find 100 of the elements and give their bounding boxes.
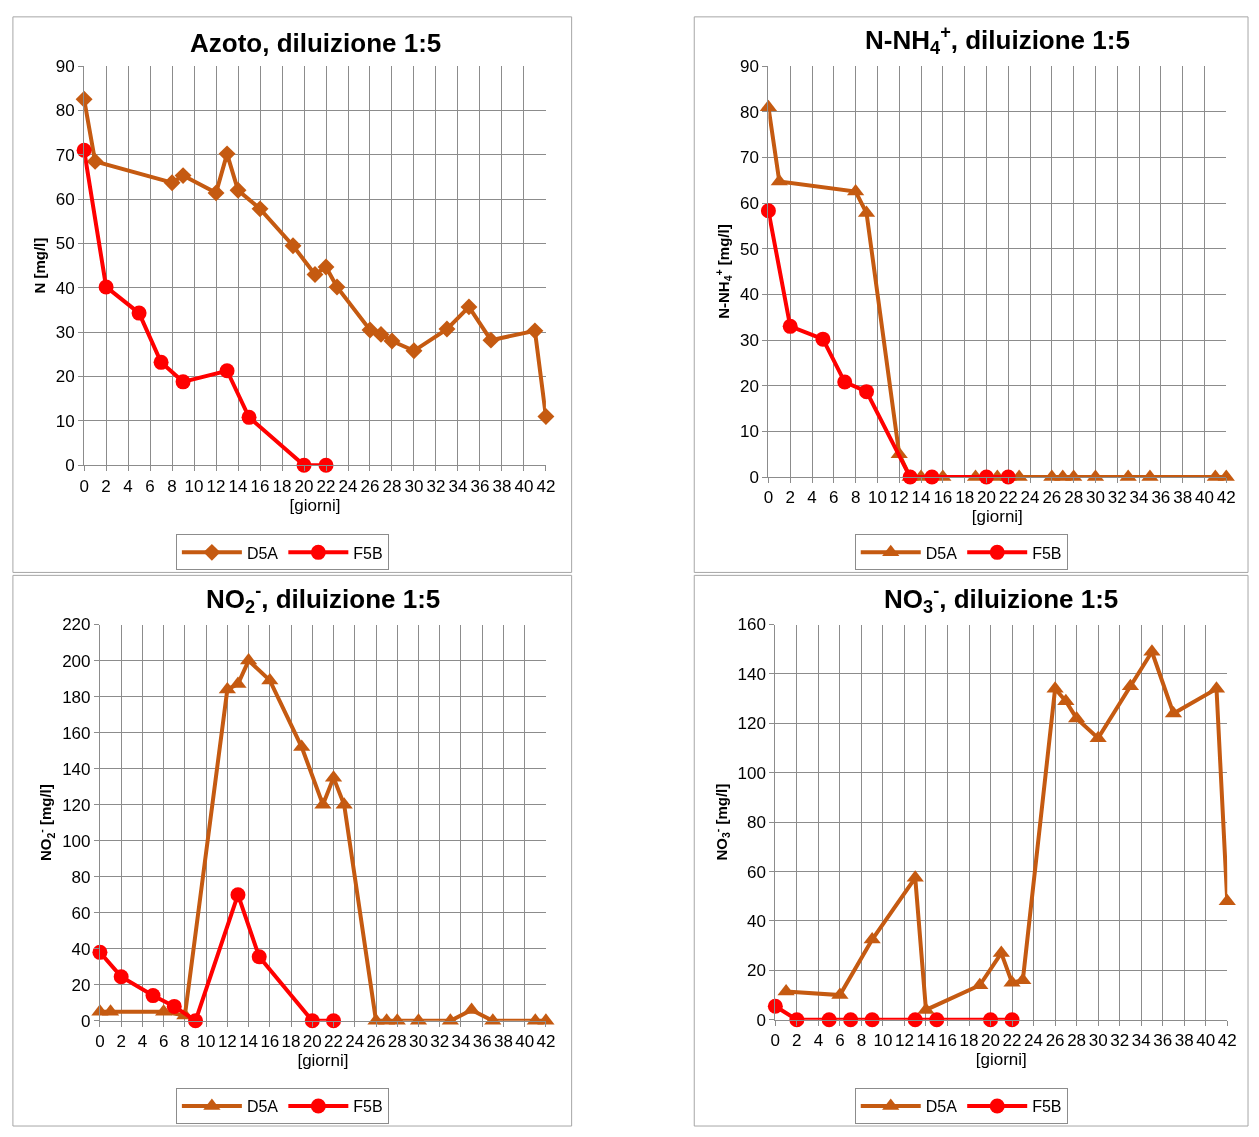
x-tick-label: 40 <box>1195 488 1214 508</box>
point <box>767 998 783 1014</box>
x-tick-label: 6 <box>158 1032 169 1052</box>
y-tick-label: 10 <box>740 422 760 442</box>
x-tick-label: 42 <box>1217 1031 1237 1051</box>
y-tick-label: 40 <box>55 278 75 298</box>
x-tick-label: 42 <box>1216 488 1236 508</box>
x-tick-label: 26 <box>1045 1031 1065 1051</box>
legend-label: D5A <box>925 1098 958 1116</box>
point <box>843 1012 859 1028</box>
chart-title: N-NH$_{4}$$^{+}$, diluizione 1:5 <box>865 22 1130 59</box>
x-tick-label: 26 <box>1042 488 1062 508</box>
x-tick-label: 32 <box>1107 488 1127 508</box>
point <box>175 374 191 390</box>
y-tick-label: 20 <box>747 961 766 981</box>
x-tick-label: 18 <box>272 476 292 496</box>
x-tick-label: 22 <box>324 1032 343 1052</box>
legend-label: D5A <box>246 1098 279 1116</box>
point <box>113 969 129 985</box>
y-tick-label: 160 <box>62 723 91 743</box>
x-tick-label: 42 <box>536 476 556 496</box>
x-tick-label: 34 <box>448 476 468 496</box>
legend-label: F5B <box>353 544 383 562</box>
x-tick-label: 20 <box>976 488 996 508</box>
point <box>306 266 324 283</box>
chart-title: Azoto, diluizione 1:5 <box>190 28 442 58</box>
x-tick-label: 10 <box>873 1031 893 1051</box>
x-tick-label: 30 <box>1088 1031 1108 1051</box>
point <box>229 181 247 199</box>
point <box>777 983 795 996</box>
x-tick-label: 10 <box>196 1032 216 1052</box>
point <box>983 1012 999 1028</box>
x-tick-label: 2 <box>792 1031 802 1051</box>
point <box>907 1012 923 1028</box>
y-tick-label: 0 <box>81 1011 91 1031</box>
x-tick-label: 40 <box>515 1032 535 1052</box>
point <box>438 320 456 338</box>
point <box>98 279 114 295</box>
x-tick-label: 4 <box>813 1031 824 1051</box>
x-tick-label: 26 <box>360 476 380 496</box>
x-axis-title: [giorni] <box>289 495 341 515</box>
x-tick-label: 34 <box>451 1032 471 1052</box>
x-tick-label: 36 <box>1153 1031 1173 1051</box>
y-tick-label: 60 <box>747 862 766 882</box>
x-tick-label: 18 <box>959 1031 979 1051</box>
chart-title: NO$_{2}$$^{-}$, diluizione 1:5 <box>206 581 441 618</box>
legend-label: D5A <box>246 544 279 562</box>
point <box>86 152 104 170</box>
point <box>815 331 831 347</box>
point <box>188 1013 203 1029</box>
x-tick-label: 14 <box>239 1032 259 1052</box>
x-tick-label: 12 <box>889 488 909 508</box>
y-tick-label: 40 <box>71 939 91 959</box>
y-tick-label: 10 <box>55 411 75 431</box>
x-tick-label: 8 <box>180 1032 190 1052</box>
y-tick-label: 120 <box>737 714 766 734</box>
point <box>166 998 182 1014</box>
x-tick-label: 10 <box>184 476 204 496</box>
legend-label: D5A <box>925 544 958 562</box>
x-tick-label: 0 <box>95 1032 105 1052</box>
x-tick-label: 14 <box>228 476 248 496</box>
y-tick-label: 70 <box>740 148 760 168</box>
y-tick-label: 20 <box>740 376 760 396</box>
y-tick-label: 0 <box>756 1010 766 1030</box>
point <box>284 237 302 255</box>
y-tick-label: 80 <box>55 101 75 121</box>
legend-label: F5B <box>1032 1098 1062 1116</box>
point <box>241 409 257 425</box>
x-tick-label: 28 <box>387 1032 407 1052</box>
x-tick-label: 30 <box>1085 488 1105 508</box>
y-tick-label: 200 <box>62 651 91 671</box>
y-tick-label: 70 <box>55 145 75 165</box>
x-tick-label: 38 <box>1173 488 1193 508</box>
x-tick-label: 16 <box>938 1031 957 1051</box>
x-axis-title: [giorni] <box>975 1050 1027 1070</box>
x-tick-label: 38 <box>492 476 512 496</box>
x-tick-label: 14 <box>916 1031 936 1051</box>
y-tick-label: 140 <box>737 664 766 684</box>
point <box>326 1013 342 1029</box>
point <box>405 342 423 360</box>
point <box>460 298 478 316</box>
x-tick-label: 4 <box>807 488 817 508</box>
y-tick-label: 80 <box>747 813 766 833</box>
x-tick-label: 8 <box>167 476 177 496</box>
point <box>821 1012 837 1028</box>
point <box>859 384 875 400</box>
x-tick-label: 6 <box>835 1031 845 1051</box>
x-tick-label: 2 <box>101 476 111 496</box>
x-tick-label: 6 <box>145 476 155 496</box>
y-axis-title: N [mg/l] <box>31 237 49 294</box>
x-tick-label: 30 <box>409 1032 428 1052</box>
point <box>317 258 335 276</box>
x-tick-label: 20 <box>302 1032 322 1052</box>
point <box>163 174 181 192</box>
x-tick-label: 22 <box>998 488 1018 508</box>
x-tick-label: 28 <box>382 476 402 496</box>
x-tick-label: 4 <box>123 476 133 496</box>
y-tick-label: 60 <box>740 193 760 213</box>
x-tick-label: 4 <box>137 1032 148 1052</box>
x-tick-label: 36 <box>472 1032 492 1052</box>
